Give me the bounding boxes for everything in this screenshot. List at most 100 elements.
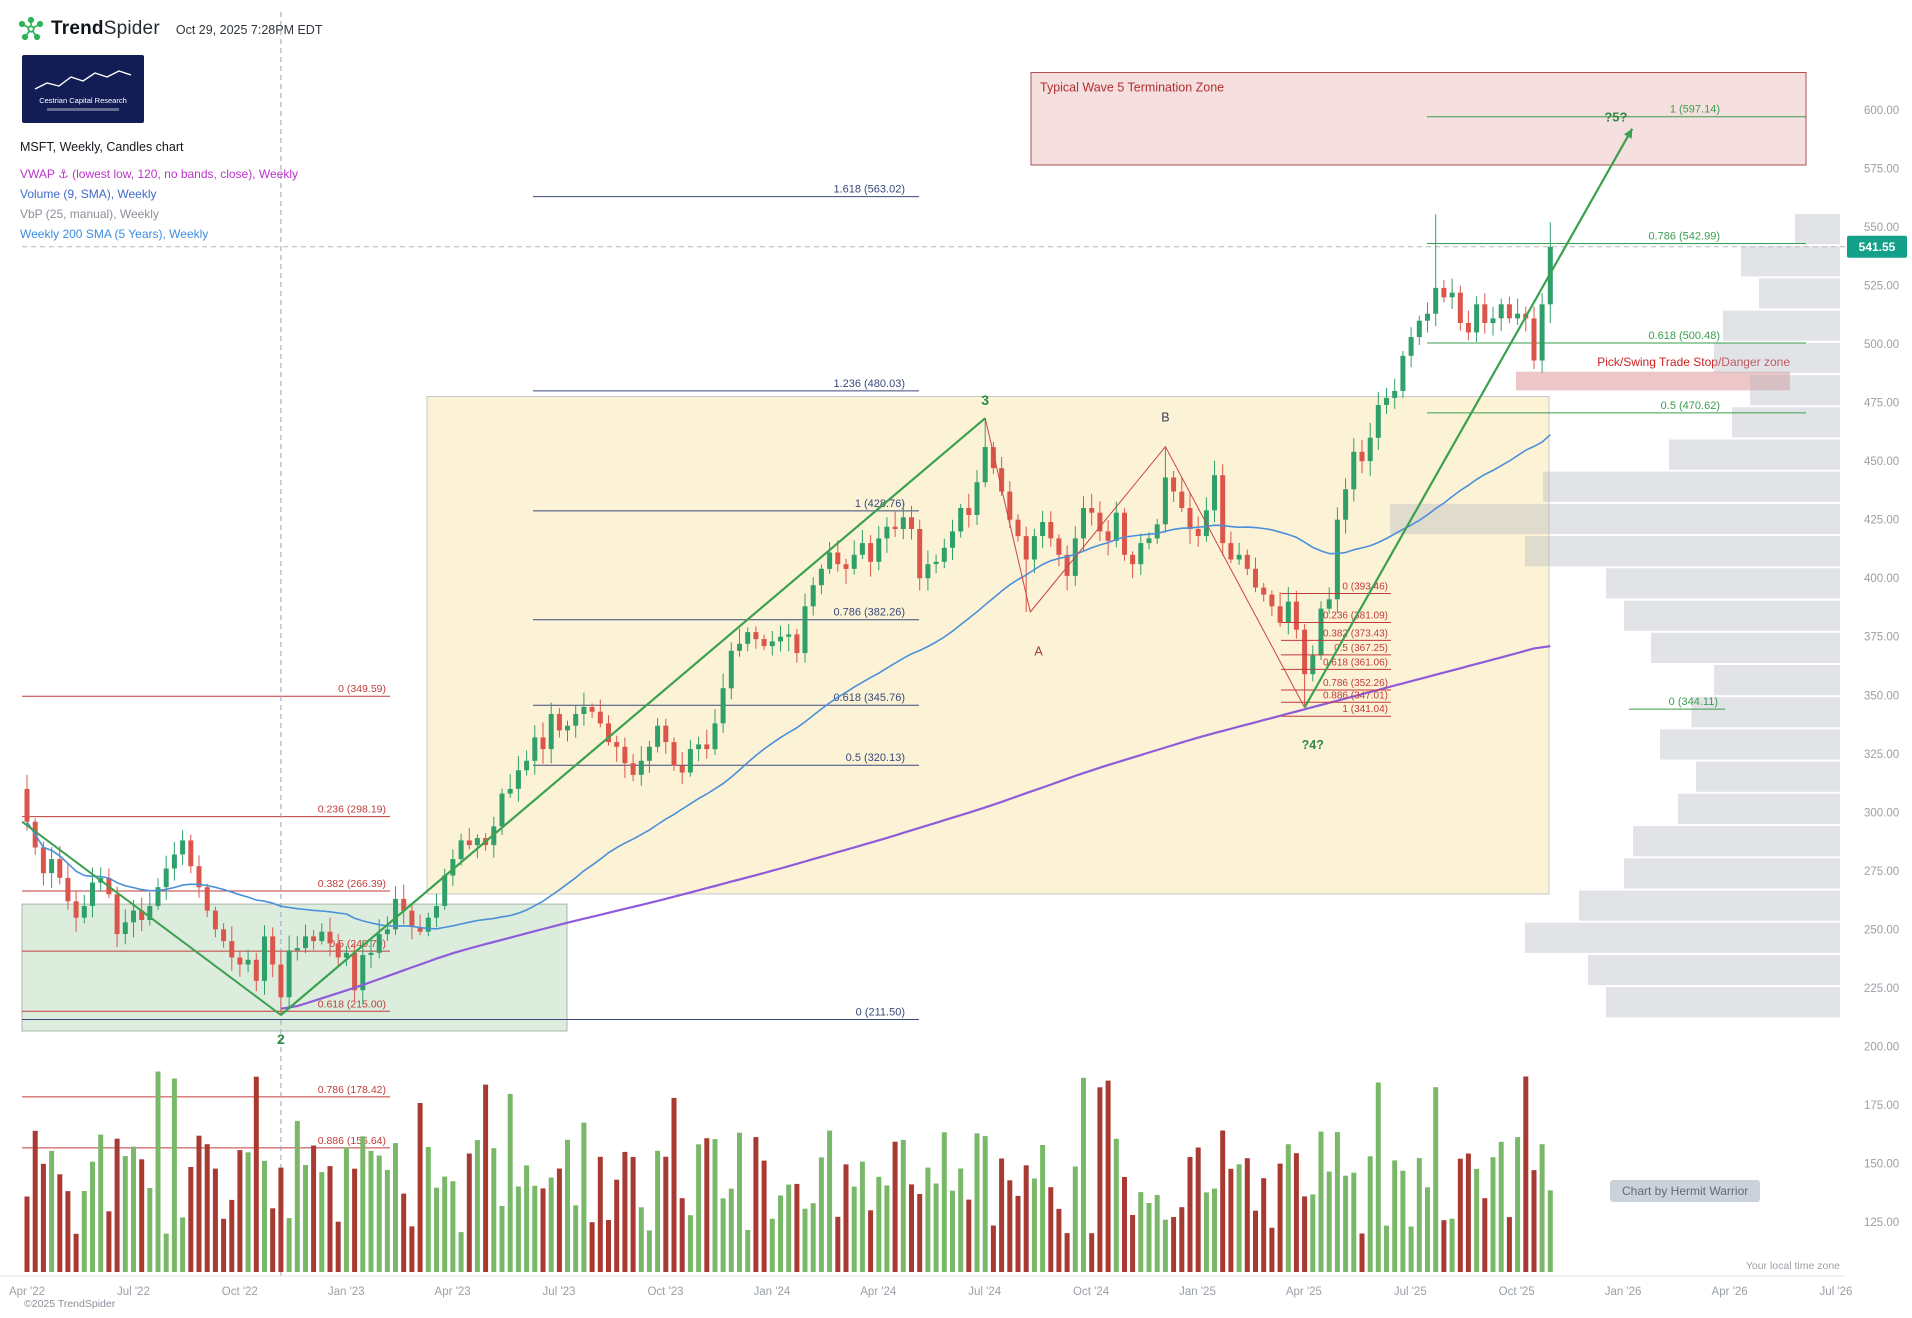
volume-bar xyxy=(532,1185,538,1272)
volume-bar xyxy=(548,1177,554,1272)
candle-body xyxy=(1064,554,1070,576)
chart-title[interactable]: MSFT, Weekly, Candles chart xyxy=(20,140,184,154)
volume-bar xyxy=(810,1203,816,1272)
volume-bar xyxy=(868,1210,874,1272)
candle-body xyxy=(679,765,685,773)
volume-bar xyxy=(671,1097,677,1272)
volume-bar xyxy=(204,1144,210,1272)
volume-bar xyxy=(1326,1171,1332,1272)
candle-body xyxy=(1138,543,1144,565)
time-axis[interactable]: Apr '22 Jul '22 Oct '22 Jan '23 Apr '23 Jul '… xyxy=(9,1286,1852,1298)
time-axis-label: Jan '24 xyxy=(754,1286,791,1298)
volume-bar xyxy=(900,1139,906,1272)
anchored-vwap-line[interactable] xyxy=(280,645,1551,1010)
wave5-termination-zone[interactable] xyxy=(1030,72,1807,166)
volume-bar xyxy=(1482,1198,1488,1272)
volume-bar xyxy=(1261,1178,1267,1272)
time-axis-label: Apr '22 xyxy=(9,1286,45,1298)
volume-bar xyxy=(1269,1227,1275,1272)
candle-body xyxy=(368,952,374,956)
volume-bar xyxy=(761,1160,767,1272)
price-axis-label: 125.00 xyxy=(1864,1217,1899,1229)
candle-body xyxy=(1515,313,1521,319)
volume-bar xyxy=(999,1158,1005,1272)
volume-bar xyxy=(1343,1175,1349,1272)
candle-body xyxy=(1122,512,1127,555)
price-axis-label: 225.00 xyxy=(1864,983,1899,995)
candle-body xyxy=(24,788,30,822)
candle-body xyxy=(139,910,145,920)
wave-5-projection[interactable] xyxy=(1303,128,1634,709)
wave-label-3: 3 xyxy=(981,392,989,408)
candle-body xyxy=(1113,512,1119,541)
candle-body xyxy=(507,788,513,794)
volume-bar xyxy=(1293,1153,1299,1272)
volume-bar xyxy=(1433,1087,1439,1272)
consolidation-zone[interactable] xyxy=(426,396,1550,895)
fib-label: 0.618 (215.00) xyxy=(318,998,386,1010)
app-logo[interactable]: TrendSpider xyxy=(51,18,160,40)
volume-bar xyxy=(1023,1165,1029,1272)
volume-bar xyxy=(1392,1160,1398,1272)
volume-bar xyxy=(925,1167,931,1272)
volume-bar xyxy=(73,1233,79,1272)
volume-bar xyxy=(57,1174,63,1272)
candle-body xyxy=(1334,519,1340,600)
volume-bar xyxy=(1351,1172,1357,1272)
volume-bar xyxy=(1130,1215,1136,1272)
volume-bar xyxy=(1474,1168,1480,1272)
volume-bar xyxy=(745,1230,751,1272)
candle-body xyxy=(1392,390,1398,398)
candle-body xyxy=(581,707,587,714)
candle-body xyxy=(81,906,87,918)
candle-body xyxy=(1449,292,1455,298)
copyright: ©2025 TrendSpider xyxy=(24,1298,116,1310)
candle-body xyxy=(393,898,398,930)
volume-bar xyxy=(1441,1220,1447,1272)
fib-label: 1.618 (563.02) xyxy=(833,184,905,196)
volume-bar xyxy=(491,1148,497,1272)
price-axis[interactable]: 600.00 575.00 550.00 525.00 500.00 475.00 450.… xyxy=(1864,105,1899,1229)
volume-bar xyxy=(974,1133,980,1272)
volume-bar xyxy=(679,1198,685,1272)
sma-200-line[interactable] xyxy=(26,434,1551,930)
volume-bar xyxy=(614,1179,620,1272)
candle-body xyxy=(163,868,169,888)
time-axis-label: Apr '25 xyxy=(1286,1286,1322,1298)
timezone-note[interactable]: Your local time zone xyxy=(1745,1260,1840,1272)
time-axis-label: Jan '23 xyxy=(328,1286,365,1298)
fib-wave5-targets: 1 (597.14) 0.786 (542.99) 0.618 (500.48) 0.… xyxy=(1427,104,1806,710)
candle-body xyxy=(1212,475,1217,511)
candle-body xyxy=(941,547,947,562)
time-axis-label: Oct '24 xyxy=(1073,1286,1110,1298)
volume-bar xyxy=(1384,1225,1389,1272)
candle-body xyxy=(515,770,521,789)
volume-bar xyxy=(1465,1153,1471,1272)
volume-bar xyxy=(155,1071,161,1272)
candle-body xyxy=(1089,508,1095,513)
abc-correction-zigzag[interactable] xyxy=(984,418,1306,708)
volume-bar xyxy=(1228,1168,1234,1272)
volume-bar xyxy=(1236,1164,1242,1272)
legend-item-volume[interactable]: Volume (9, SMA), Weekly xyxy=(20,187,157,201)
volume-bar xyxy=(409,1226,415,1272)
danger-zone[interactable] xyxy=(1516,371,1790,391)
decline-trendline[interactable] xyxy=(21,820,282,1016)
base-accumulation-zone[interactable] xyxy=(21,903,568,1032)
candle-body xyxy=(1465,323,1471,333)
legend-item-vbp[interactable]: VbP (25, manual), Weekly xyxy=(20,207,159,221)
candle-body xyxy=(999,468,1005,492)
candle-body xyxy=(1048,522,1054,539)
wave-2-to-3-trendline[interactable] xyxy=(280,417,986,1016)
vbp-bar xyxy=(1588,954,1840,986)
volume-bar xyxy=(368,1150,374,1272)
candle-body xyxy=(958,508,964,532)
volume-bar xyxy=(360,1136,366,1272)
wave-label-2: 2 xyxy=(277,1031,285,1047)
legend-item-vwap[interactable]: VWAP ⚓ (lowest low, 120, no bands, close… xyxy=(20,167,298,181)
candle-body xyxy=(1244,554,1250,569)
legend-item-sma[interactable]: Weekly 200 SMA (5 Years), Weekly xyxy=(20,227,209,241)
vbp-bar xyxy=(1660,729,1840,760)
time-axis-label: Oct '22 xyxy=(222,1286,258,1298)
